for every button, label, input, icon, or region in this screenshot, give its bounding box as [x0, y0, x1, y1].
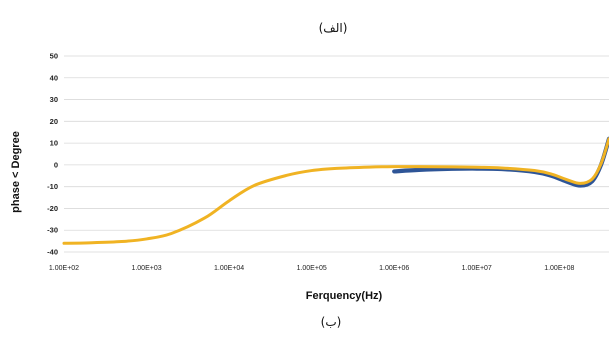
x-tick-label: 1.00E+05	[297, 265, 327, 272]
y-tick-label: 10	[50, 139, 58, 148]
x-tick-label: 1.00E+08	[544, 265, 574, 272]
x-tick-label: 1.00E+03	[131, 265, 161, 272]
x-tick-label: 1.00E+07	[462, 265, 492, 272]
y-tick-label: 30	[50, 95, 58, 104]
y-tick-label: 0	[54, 160, 58, 169]
x-axis-ticks: 1.00E+02 1.00E+03 1.00E+04 1.00E+05 1.00E+06…	[49, 265, 575, 272]
y-tick-label: -10	[47, 182, 58, 191]
y-axis-label: phase < Degree	[10, 131, 22, 213]
x-tick-label: 1.00E+02	[49, 265, 79, 272]
x-axis-label: Ferquency(Hz)	[306, 290, 383, 302]
series-lines	[62, 136, 609, 245]
series-line	[392, 136, 609, 188]
gridlines	[64, 55, 609, 253]
y-tick-label: -30	[47, 226, 58, 235]
y-tick-label: -40	[47, 248, 58, 257]
x-tick-label: 1.00E+06	[379, 265, 409, 272]
y-tick-label: 50	[50, 52, 58, 61]
caption-bottom: (ب)	[321, 315, 342, 329]
x-tick-label: 1.00E+04	[214, 265, 244, 272]
y-axis-ticks: -40 -30 -20 -10 0 10 20 30 40 50	[47, 52, 58, 257]
y-tick-label: 20	[50, 117, 58, 126]
y-tick-label: 40	[50, 73, 58, 82]
caption-top: (الف)	[319, 21, 348, 35]
y-tick-label: -20	[47, 204, 58, 213]
series-line	[62, 137, 609, 245]
